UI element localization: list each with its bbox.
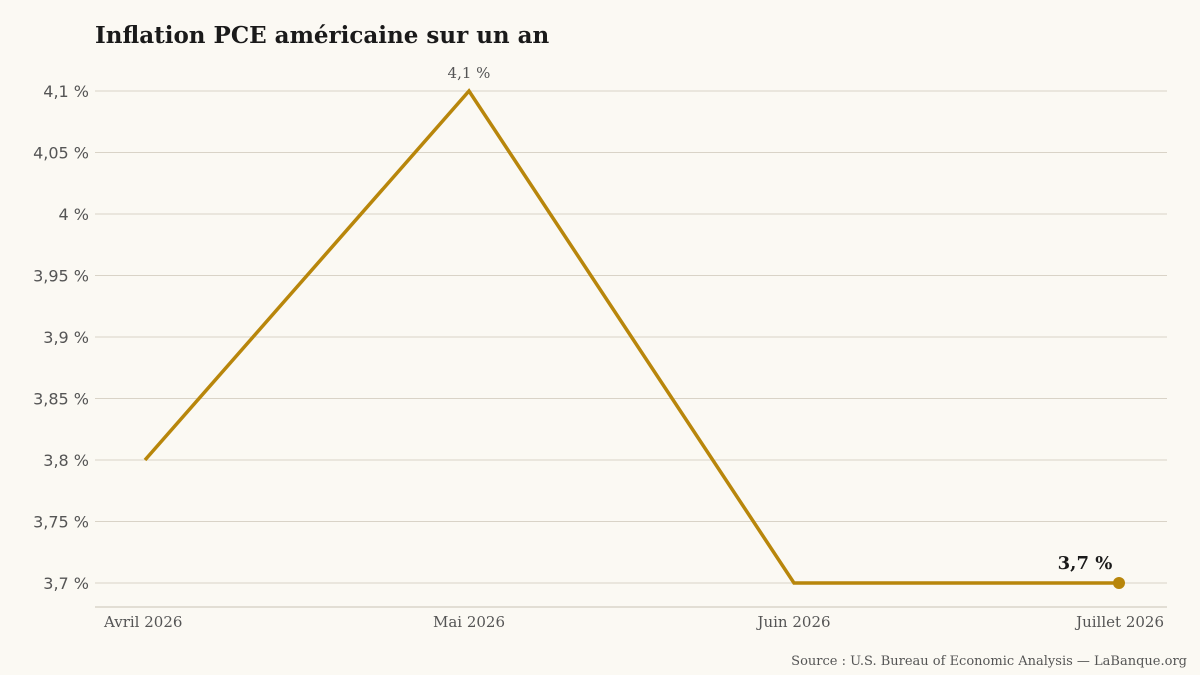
last-point-marker (1113, 577, 1125, 589)
x-tick-label: Juillet 2026 (1074, 613, 1164, 631)
source-note: Source : U.S. Bureau of Economic Analysi… (791, 654, 1187, 669)
y-tick-label: 4 % (59, 205, 89, 224)
y-tick-label: 4,1 % (43, 82, 89, 101)
y-tick-label: 3,9 % (43, 328, 89, 347)
pce-inflation-series-line (143, 88, 1119, 585)
x-tick-label: Avril 2026 (103, 613, 182, 631)
peak-annotation: 4,1 % (448, 64, 491, 82)
y-tick-label: 3,8 % (43, 451, 89, 470)
chart-title: Inflation PCE américaine sur un an (95, 22, 550, 49)
series-layer (143, 88, 1125, 589)
y-axis-ticks: 3,7 % 3,75 % 3,8 % 3,85 % 3,9 % 3,95 % 4 % 4,05… (33, 82, 89, 593)
last-value-annotation: 3,7 % (1058, 553, 1113, 574)
y-tick-label: 3,95 % (33, 267, 89, 286)
x-axis-ticks: Avril 2026 Mai 2026 Juin 2026 Juillet 2026 (103, 613, 1164, 631)
x-tick-label: Juin 2026 (755, 613, 830, 631)
x-tick-label: Mai 2026 (433, 613, 505, 631)
y-tick-label: 3,75 % (33, 513, 89, 532)
y-tick-label: 3,7 % (43, 574, 89, 593)
y-tick-label: 3,85 % (33, 390, 89, 409)
y-tick-label: 4,05 % (33, 144, 89, 163)
